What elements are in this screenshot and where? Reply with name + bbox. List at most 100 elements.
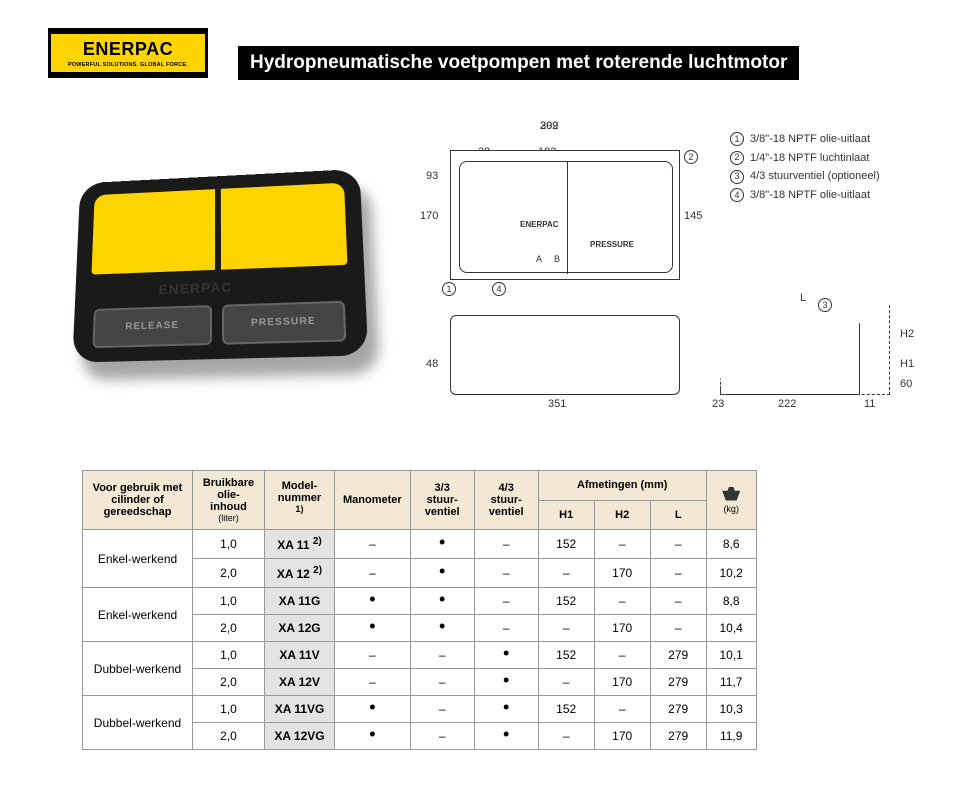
- dim-L: L: [800, 292, 806, 304]
- cell-v33: –: [410, 723, 474, 750]
- cell-model: XA 12G: [265, 615, 335, 642]
- cell-L: 279: [650, 723, 706, 750]
- th-L: L: [650, 500, 706, 530]
- cell-kg: 11,7: [706, 669, 756, 696]
- release-pedal: RELEASE: [92, 305, 212, 348]
- cell-v43: –: [474, 615, 538, 642]
- pump-top-plate: [91, 183, 347, 275]
- legend-row: 34/3 stuurventiel (optioneel): [730, 167, 880, 186]
- cell-L: –: [650, 588, 706, 615]
- cell-oil: 2,0: [193, 723, 265, 750]
- pressure-pedal: PRESSURE: [222, 301, 346, 345]
- cell-h2: –: [594, 588, 650, 615]
- logo-name: ENERPAC: [83, 39, 173, 60]
- table-row: Dubbel-werkend1,0XA 11VG•–•152–27910,3: [83, 696, 757, 723]
- product-photo: ENERPAC RELEASE PRESSURE: [52, 130, 392, 390]
- pump-body: ENERPAC RELEASE PRESSURE: [72, 169, 368, 363]
- th-oil-unit: (liter): [201, 513, 256, 523]
- dim-351: 351: [548, 398, 566, 410]
- cell-v33: •: [410, 588, 474, 615]
- cell-model: XA 12V: [265, 669, 335, 696]
- drawing-front-view: [450, 315, 680, 395]
- dim-h2: H2: [900, 328, 914, 340]
- cell-mano: •: [335, 588, 411, 615]
- pump-brand-text: ENERPAC: [159, 279, 233, 297]
- cell-h1: –: [538, 615, 594, 642]
- cell-kg: 10,3: [706, 696, 756, 723]
- port-a: A: [536, 254, 542, 264]
- cell-L: –: [650, 530, 706, 559]
- dim-60: 60: [900, 378, 912, 390]
- cell-v33: –: [410, 696, 474, 723]
- th-model: Model-nummer 1): [265, 471, 335, 530]
- cell-h1: 152: [538, 642, 594, 669]
- cell-model: XA 12 2): [265, 559, 335, 588]
- table-head: Voor gebruik met cilinder of gereedschap…: [83, 471, 757, 530]
- cell-oil: 1,0: [193, 642, 265, 669]
- cell-model: XA 11VG: [265, 696, 335, 723]
- cell-oil: 2,0: [193, 559, 265, 588]
- legend-text-4: 3/8"-18 NPTF olie-uitlaat: [750, 186, 870, 205]
- th-model-label: Model-nummer: [278, 480, 321, 504]
- cell-oil: 1,0: [193, 530, 265, 559]
- table-row: Dubbel-werkend1,0XA 11V––•152–27910,1: [83, 642, 757, 669]
- th-model-note: 1): [295, 504, 303, 514]
- page-title: Hydropneumatische voetpompen met roteren…: [238, 46, 799, 80]
- th-use: Voor gebruik met cilinder of gereedschap: [83, 471, 193, 530]
- cell-h1: 152: [538, 696, 594, 723]
- cell-h1: –: [538, 559, 594, 588]
- legend-text-2: 1/4"-18 NPTF luchtinlaat: [750, 149, 869, 168]
- cell-mano: –: [335, 642, 411, 669]
- port-b: B: [554, 254, 560, 264]
- callout-4: 4: [492, 282, 506, 296]
- cell-h2: –: [594, 696, 650, 723]
- th-mano: Manometer: [335, 471, 411, 530]
- drawing-top-view: ENERPAC PRESSURE A B: [450, 150, 680, 280]
- dim-222: 222: [778, 398, 796, 410]
- dim-11: 11: [864, 398, 875, 410]
- dim-h1: H1: [900, 358, 914, 370]
- cell-oil: 2,0: [193, 669, 265, 696]
- cell-v33: •: [410, 530, 474, 559]
- cell-h2: 170: [594, 669, 650, 696]
- cell-v43: •: [474, 696, 538, 723]
- cell-mano: –: [335, 669, 411, 696]
- legend-num-2: 2: [730, 151, 744, 165]
- cell-model: XA 12VG: [265, 723, 335, 750]
- drawing-top-inner: ENERPAC PRESSURE A B: [459, 161, 673, 273]
- table-row: Enkel-werkend1,0XA 11G••–152––8,8: [83, 588, 757, 615]
- legend-num-1: 1: [730, 132, 744, 146]
- dim-23: 23: [712, 398, 724, 410]
- legend-num-3: 3: [730, 170, 744, 184]
- cell-v43: •: [474, 669, 538, 696]
- cell-oil: 1,0: [193, 696, 265, 723]
- enerpac-logo: ENERPAC POWERFUL SOLUTIONS. GLOBAL FORCE…: [48, 28, 208, 78]
- legend-num-4: 4: [730, 188, 744, 202]
- cell-kg: 10,4: [706, 615, 756, 642]
- cell-L: –: [650, 615, 706, 642]
- callout-2: 2: [684, 150, 698, 164]
- cell-use: Enkel-werkend: [83, 588, 193, 642]
- cell-kg: 10,2: [706, 559, 756, 588]
- cell-h2: –: [594, 530, 650, 559]
- cell-use: Enkel-werkend: [83, 530, 193, 588]
- cell-h2: 170: [594, 559, 650, 588]
- cell-use: Dubbel-werkend: [83, 642, 193, 696]
- th-43: 4/3 stuur-ventiel: [474, 471, 538, 530]
- callout-1: 1: [442, 282, 456, 296]
- legend-text-1: 3/8"-18 NPTF olie-uitlaat: [750, 130, 870, 149]
- cell-mano: –: [335, 559, 411, 588]
- pressure-label: PRESSURE: [224, 303, 344, 330]
- cell-v33: •: [410, 615, 474, 642]
- pump-divider: [215, 189, 221, 270]
- cell-v43: –: [474, 588, 538, 615]
- cell-oil: 1,0: [193, 588, 265, 615]
- cell-h2: 170: [594, 615, 650, 642]
- cell-L: 279: [650, 696, 706, 723]
- drawing-brand: ENERPAC: [520, 220, 559, 229]
- cell-kg: 8,6: [706, 530, 756, 559]
- cell-oil: 2,0: [193, 615, 265, 642]
- cell-h1: 152: [538, 530, 594, 559]
- th-kg-unit: (kg): [715, 504, 748, 514]
- weight-icon: [722, 487, 740, 501]
